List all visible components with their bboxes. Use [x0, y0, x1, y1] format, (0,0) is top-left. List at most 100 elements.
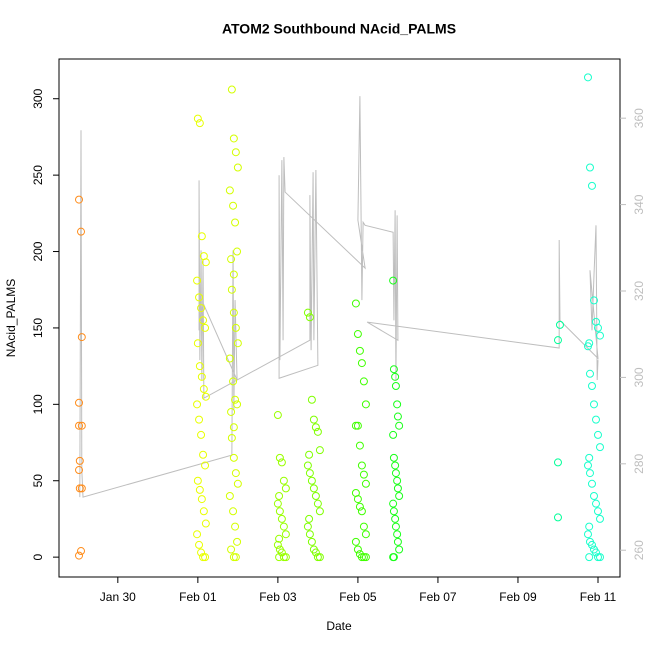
point [231, 553, 240, 562]
point [231, 469, 240, 478]
point [391, 514, 400, 523]
point [307, 395, 316, 404]
point [393, 476, 402, 485]
point [225, 354, 234, 363]
y-tick-label: 250 [31, 165, 45, 185]
x-axis-title: Date [326, 619, 352, 633]
x-tick-label: Feb 05 [339, 590, 377, 604]
point [391, 469, 400, 478]
point [593, 323, 602, 332]
point [197, 232, 206, 241]
point [303, 461, 312, 470]
point [351, 421, 360, 430]
point [201, 519, 210, 528]
point [353, 545, 362, 554]
point [231, 522, 240, 531]
point [353, 330, 362, 339]
point [389, 276, 398, 285]
point [273, 540, 282, 549]
point [315, 553, 324, 562]
point [389, 453, 398, 462]
point [591, 499, 600, 508]
point [275, 507, 284, 516]
point [311, 492, 320, 501]
point [393, 412, 402, 421]
point [233, 479, 242, 488]
point [389, 499, 398, 508]
point [585, 553, 594, 562]
point [75, 195, 84, 204]
x-tick-label: Feb 09 [499, 590, 537, 604]
point [357, 553, 366, 562]
point [303, 522, 312, 531]
point [233, 400, 242, 409]
point [231, 323, 240, 332]
point [305, 313, 314, 322]
point [229, 270, 238, 279]
point [229, 201, 238, 210]
point [195, 485, 204, 494]
point [275, 492, 284, 501]
point [193, 276, 202, 285]
point [233, 163, 242, 172]
point [201, 392, 210, 401]
point [277, 458, 286, 467]
point [277, 514, 286, 523]
point [275, 534, 284, 543]
y-axis-title: NAcid_PALMS [4, 279, 18, 357]
point [305, 530, 314, 539]
point [279, 553, 288, 562]
point [391, 372, 400, 381]
point [77, 547, 86, 556]
point [233, 247, 242, 256]
point [595, 514, 604, 523]
point [75, 398, 84, 407]
point [229, 377, 238, 386]
point [353, 495, 362, 504]
point [351, 537, 360, 546]
y2-tick-label: 260 [632, 540, 646, 560]
point [197, 495, 206, 504]
point [393, 537, 402, 546]
point [275, 553, 284, 562]
point [199, 553, 208, 562]
y-tick-label: 50 [31, 474, 45, 488]
point [355, 502, 364, 511]
y2-tick-label: 280 [632, 453, 646, 473]
point [389, 430, 398, 439]
point [229, 453, 238, 462]
point [201, 553, 210, 562]
point [201, 461, 210, 470]
point [279, 476, 288, 485]
point [585, 522, 594, 531]
point [585, 469, 594, 478]
point [231, 148, 240, 157]
point [279, 522, 288, 531]
point [393, 400, 402, 409]
point [357, 359, 366, 368]
point [395, 492, 404, 501]
point [355, 346, 364, 355]
point [395, 421, 404, 430]
point [199, 507, 208, 516]
point [391, 461, 400, 470]
point [227, 433, 236, 442]
point [309, 415, 318, 424]
point [589, 296, 598, 305]
point [75, 466, 84, 475]
y2-tick-label: 320 [632, 281, 646, 301]
point [75, 484, 84, 493]
point [77, 227, 86, 236]
point [361, 530, 370, 539]
point [199, 316, 208, 325]
point [583, 73, 592, 82]
point [227, 285, 236, 294]
point [197, 430, 206, 439]
point [197, 548, 206, 557]
point [227, 407, 236, 416]
point [389, 553, 398, 562]
point [391, 522, 400, 531]
point [197, 372, 206, 381]
y2-tick-label: 340 [632, 194, 646, 214]
point [357, 507, 366, 516]
